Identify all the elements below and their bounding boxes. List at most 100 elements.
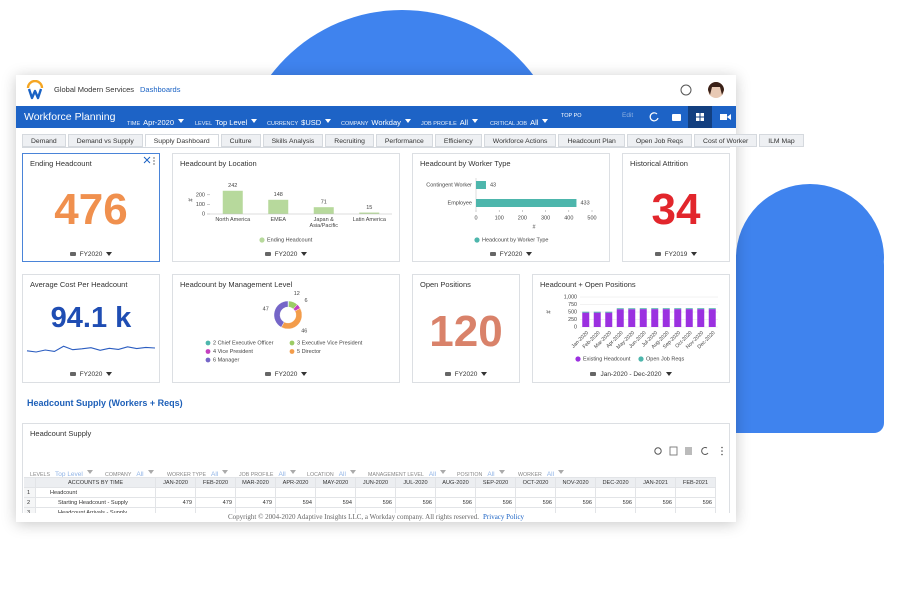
filter-label: LEVELS [30,472,51,478]
caret [147,469,154,474]
supply-filter[interactable]: COMPANY All [105,464,154,480]
row-value [276,488,316,498]
tile [22,274,160,383]
row-value [436,508,476,513]
caret [178,118,184,123]
grid-icon [700,117,704,121]
supply-filter[interactable]: POSITION All [457,464,505,480]
row-value: 596 [676,498,716,508]
export-icon [669,446,678,456]
nav-filter-value: $USD [301,118,322,127]
row-account: Headcount Arrivals - Supply [36,508,156,513]
row-value: 596 [516,498,556,508]
privacy-link[interactable]: Privacy Policy [483,513,525,521]
supply-filter[interactable]: LOCATION All [307,464,356,480]
tab[interactable]: Workforce Actions [483,134,557,147]
tab[interactable]: Efficiency [434,134,482,147]
column-header: ACCOUNTS BY TIME [36,478,156,488]
period-selector[interactable]: FY2020 [41,251,141,259]
filter-value: All [487,471,495,478]
period-selector[interactable]: FY2020 [461,251,561,259]
nav-filter[interactable]: CRITICAL JOB All [490,113,549,129]
filter-value: Top Level [55,471,83,478]
nav-filter-label: CRITICAL JOB [490,121,528,127]
tab[interactable]: Performance [375,134,433,147]
nav-filter[interactable]: CURRENCY $USD [267,113,332,129]
tab[interactable]: Recruiting [325,134,374,147]
tab[interactable]: Supply Dashboard [144,134,219,147]
big-number: 34 [651,185,701,234]
period-selector[interactable]: FY2019 [626,251,726,259]
tab[interactable]: Headcount Plan [558,134,625,147]
supply-filter[interactable]: LEVELS Top Level [30,464,93,480]
period-icon [654,252,661,257]
row-value [356,488,396,498]
row-index: 2 [24,498,36,508]
tile [22,153,160,262]
supply-filter[interactable]: WORKER TYPE All [167,464,229,480]
caret [301,372,308,377]
supply-filter[interactable]: MANAGEMENT LEVEL All [368,464,447,480]
row-value [396,488,436,498]
supply-filter[interactable]: JOB PROFILE All [239,464,296,480]
nav-fade [585,106,599,128]
x-tick-label: Japan & Asia/Pacific [309,217,338,230]
column-header: JAN-2020 [156,478,196,488]
nav-filter[interactable]: LEVEL Top Level [195,113,258,129]
tab[interactable]: Skills Analysis [262,134,324,147]
column-header: DEC-2020 [596,478,636,488]
nav-filter-value: All [530,118,539,127]
caret [222,469,229,474]
row-value [476,488,516,498]
tab[interactable]: Demand vs Supply [67,134,143,147]
period-label: FY2019 [664,251,688,258]
row-value [476,508,516,513]
filter-value: All [428,471,437,478]
caret [691,252,698,257]
period-label: FY2020 [79,251,103,258]
period-label: FY2020 [499,251,523,258]
tab[interactable]: Culture [220,134,261,147]
filter-label: JOB PROFILE [239,472,274,478]
row-value [636,508,676,513]
column-header: MAY-2020 [316,478,356,488]
row-value [436,488,476,498]
index-header [24,478,36,488]
footer: Copyright © 2004-2020 Adaptive Insights … [16,513,736,522]
row-value [516,488,556,498]
filter-label: LOCATION [307,472,334,478]
column-header: FEB-2021 [676,478,716,488]
row-value [596,488,636,498]
nav-filter-label: COMPANY [341,121,369,127]
period-selector[interactable]: FY2020 [236,251,336,259]
period-icon [590,372,597,377]
edit-button[interactable]: Edit [622,112,634,119]
nav-filter[interactable]: TIME Apr-2020 [127,113,184,129]
tab[interactable]: Demand [22,134,66,147]
row-account: Starting Headcount - Supply [36,498,156,508]
period-selector[interactable]: Jan-2020 - Dec-2020 [581,371,681,379]
period-selector[interactable]: FY2020 [416,371,516,379]
tab[interactable]: Open Job Reqs [626,134,693,147]
caret [498,469,505,474]
period-icon [69,252,76,257]
dashboards-link[interactable]: Dashboards [140,85,181,94]
tab-bar: Demand Demand vs Supply Supply Dashboard Cu… [22,134,804,147]
tab[interactable]: ILM Map [759,134,804,147]
nav-filter[interactable]: JOB PROFILE All [421,113,479,129]
row-value [236,488,276,498]
tab[interactable]: Cost of Worker [694,134,758,147]
row-value: 596 [396,498,436,508]
row-value [156,508,196,513]
period-selector[interactable]: FY2020 [41,371,141,379]
x-tick-label: EMEA [270,217,287,223]
nav-filter[interactable]: COMPANY Workday [341,113,411,129]
period-selector[interactable]: FY2020 [236,371,336,379]
row-index: 3 [24,508,36,513]
tile-title: Headcount + Open Positions [540,280,636,289]
section-title: Headcount Supply (Workers + Reqs) [27,398,183,408]
menu-dot [721,450,723,452]
nav-filter-label: CURRENCY [267,121,299,127]
supply-filter[interactable]: WORKER All [518,464,565,480]
period-icon [444,372,451,377]
